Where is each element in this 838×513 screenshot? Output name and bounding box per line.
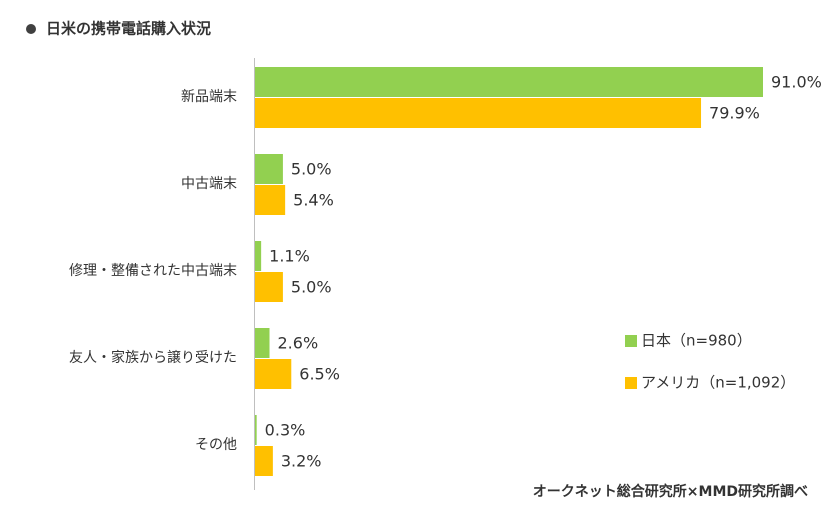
bar <box>255 272 283 302</box>
value-label: 2.6% <box>278 334 319 353</box>
title-bullet <box>26 24 36 34</box>
bar <box>255 328 270 358</box>
value-label: 5.4% <box>293 191 334 210</box>
value-label: 5.0% <box>291 278 332 297</box>
value-label: 0.3% <box>265 421 306 440</box>
category-label: 修理・整備された中古端末 <box>69 263 237 279</box>
legend-label: 日本（n=980） <box>641 332 752 350</box>
bar <box>255 98 702 128</box>
category-label: その他 <box>195 437 237 453</box>
legend-label: アメリカ（n=1,092） <box>641 374 795 392</box>
value-label: 5.0% <box>291 160 332 179</box>
source-note: オークネット総合研究所×MMD研究所調べ <box>533 483 808 500</box>
bar <box>255 154 283 184</box>
bar <box>255 359 292 389</box>
legend-swatch <box>625 335 637 347</box>
chart-title: 日米の携帯電話購入状況 <box>46 20 211 38</box>
value-label: 1.1% <box>269 247 310 266</box>
value-label: 91.0% <box>771 73 822 92</box>
value-label: 79.9% <box>709 104 760 123</box>
category-label: 中古端末 <box>181 176 237 192</box>
bar <box>255 67 763 97</box>
value-label: 6.5% <box>299 365 340 384</box>
bar <box>255 185 286 215</box>
value-label: 3.2% <box>281 452 322 471</box>
bar <box>255 241 262 271</box>
category-label: 新品端末 <box>181 89 237 105</box>
legend-swatch <box>625 377 637 389</box>
category-label: 友人・家族から譲り受けた <box>69 349 237 366</box>
bar <box>255 415 257 445</box>
bar <box>255 446 273 476</box>
